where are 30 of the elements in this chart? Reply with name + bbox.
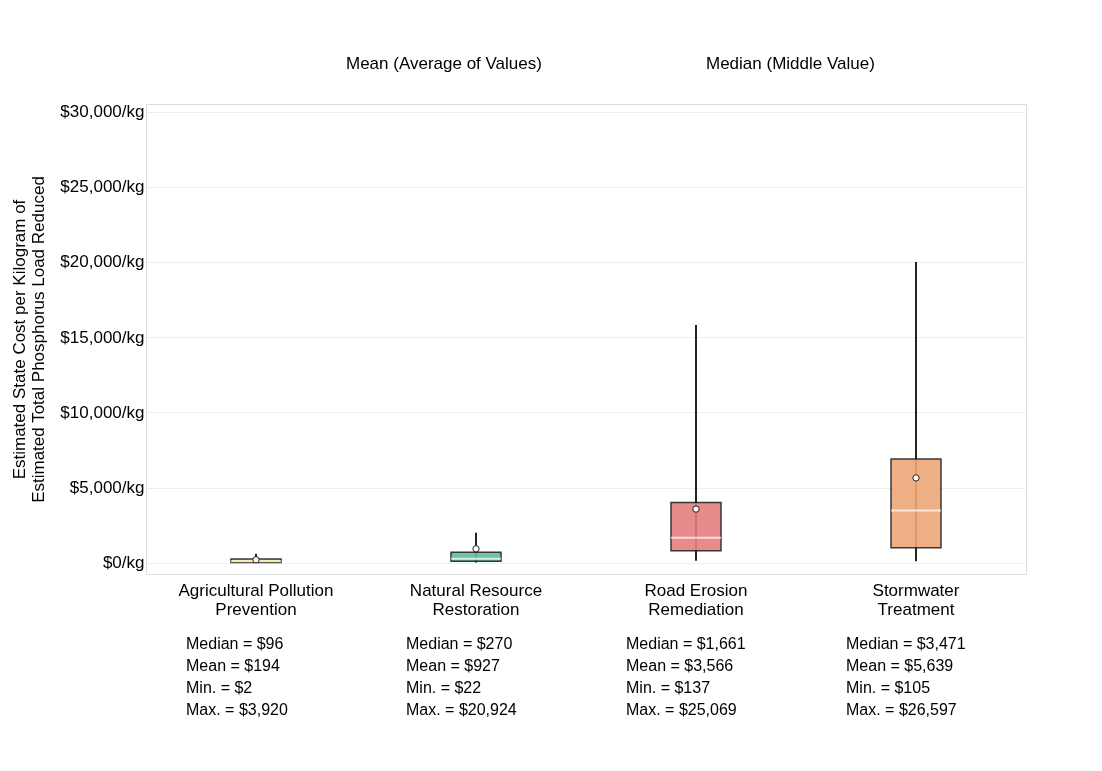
x-tick-label: Natural Resource Restoration (409, 580, 543, 619)
text: Min. = $105 (846, 679, 931, 696)
x-tick-label: Stormwater Treatment (872, 580, 960, 619)
text: Min. = $137 (626, 679, 711, 696)
text: Max. = $25,069 (626, 701, 737, 718)
text: Min. = $2 (186, 679, 253, 696)
text: Median = $270 (406, 635, 513, 652)
x-tick-label: Road Erosion Remediation (644, 580, 748, 619)
text: Mean = $194 (186, 657, 280, 674)
text: Min. = $22 (406, 679, 482, 696)
text: Median = $96 (186, 635, 284, 652)
y-tick-label: $15,000/kg (60, 327, 145, 347)
text: Max. = $20,924 (406, 701, 517, 718)
y-axis-title: Estimated State Cost per Kilogram of Estimated Total Phosphorus Load Reduced (10, 176, 49, 503)
text: Mean = $5,639 (846, 657, 954, 674)
y-tick-label: $5,000/kg (69, 478, 145, 498)
text: Mean (Average of Values) (346, 54, 542, 73)
text: Max. = $3,920 (186, 701, 288, 718)
text: Mean = $3,566 (626, 657, 734, 674)
x-tick-label: Agricultural Pollution Prevention (178, 580, 334, 619)
y-tick-label: $10,000/kg (60, 402, 145, 422)
text: Median = $1,661 (626, 635, 746, 652)
text: Median (Middle Value) (706, 54, 875, 73)
text: Mean = $927 (406, 657, 500, 674)
y-tick-label: $25,000/kg (60, 177, 145, 197)
y-tick-label: $0/kg (102, 553, 145, 573)
y-tick-label: $30,000/kg (60, 102, 145, 122)
text: Max. = $26,597 (846, 701, 957, 718)
text: Median = $3,471 (846, 635, 966, 652)
y-tick-label: $20,000/kg (60, 252, 145, 272)
